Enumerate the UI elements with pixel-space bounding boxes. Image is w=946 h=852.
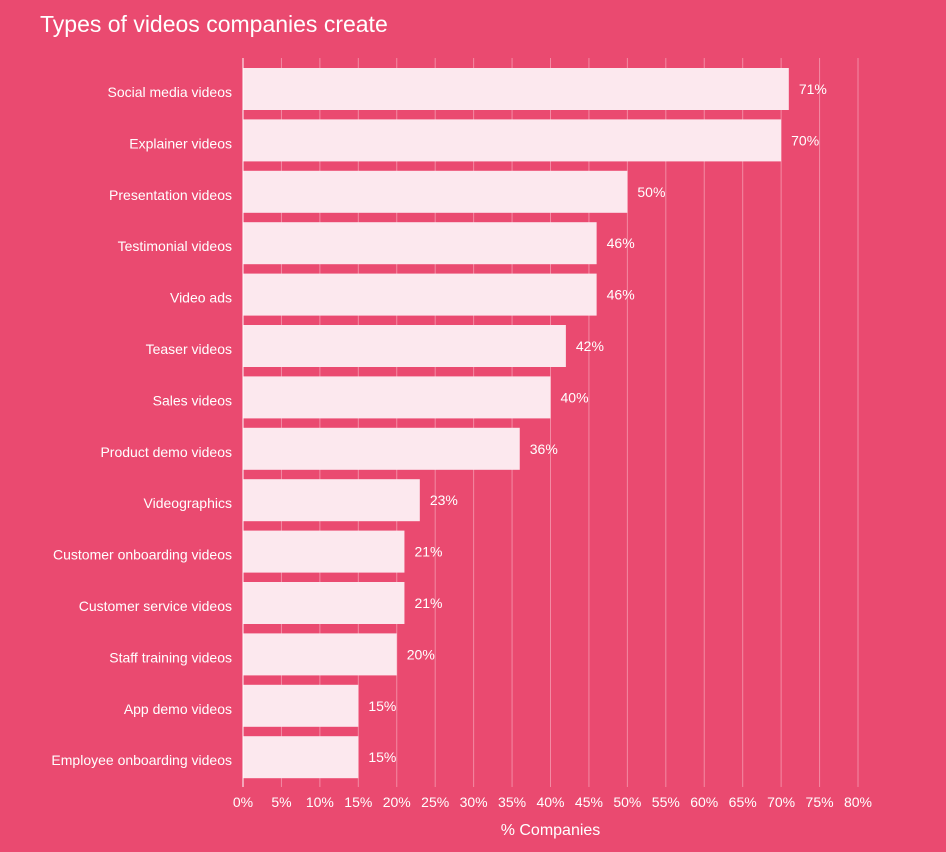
value-label: 36% bbox=[530, 441, 558, 457]
bar bbox=[243, 222, 597, 265]
category-label: Explainer videos bbox=[129, 135, 232, 151]
category-label: Staff training videos bbox=[109, 649, 232, 665]
x-tick-label: 5% bbox=[271, 794, 291, 810]
value-label: 40% bbox=[561, 389, 589, 405]
x-tick-label: 45% bbox=[575, 794, 603, 810]
bar bbox=[243, 427, 520, 470]
category-label: Product demo videos bbox=[100, 444, 232, 460]
value-label: 71% bbox=[799, 81, 827, 97]
value-label: 70% bbox=[791, 132, 819, 148]
category-label: Teaser videos bbox=[146, 341, 232, 357]
category-label: Sales videos bbox=[153, 392, 232, 408]
x-tick-label: 15% bbox=[344, 794, 372, 810]
x-tick-label: 80% bbox=[844, 794, 872, 810]
value-label: 21% bbox=[414, 595, 442, 611]
bar bbox=[243, 633, 397, 676]
bar bbox=[243, 119, 782, 162]
bar bbox=[243, 68, 789, 110]
bar bbox=[243, 736, 359, 779]
bar bbox=[243, 376, 551, 419]
value-label: 23% bbox=[430, 492, 458, 508]
x-tick-label: 10% bbox=[306, 794, 334, 810]
category-label: Customer onboarding videos bbox=[53, 547, 232, 563]
bar bbox=[243, 582, 405, 624]
x-tick-label: 25% bbox=[421, 794, 449, 810]
bar bbox=[243, 479, 420, 522]
bar bbox=[243, 325, 566, 367]
value-label: 21% bbox=[414, 544, 442, 560]
value-label: 15% bbox=[368, 749, 396, 765]
value-label: 42% bbox=[576, 338, 604, 354]
bar bbox=[243, 273, 597, 316]
bars bbox=[243, 68, 789, 779]
category-label: Social media videos bbox=[107, 84, 232, 100]
category-label: Videographics bbox=[144, 495, 232, 511]
grid-lines bbox=[280, 58, 859, 787]
category-label: Employee onboarding videos bbox=[51, 752, 232, 768]
category-label: Testimonial videos bbox=[118, 238, 232, 254]
category-label: Video ads bbox=[170, 290, 232, 306]
value-label: 46% bbox=[607, 235, 635, 251]
x-tick-label: 55% bbox=[652, 794, 680, 810]
bar bbox=[243, 170, 628, 213]
x-tick-labels: 0% 5% 10% 15% 20% 25% 30% 35% 40% 45% 50% 55% 60% 65%… bbox=[233, 794, 872, 810]
x-tick-label: 60% bbox=[690, 794, 718, 810]
value-label: 15% bbox=[368, 698, 396, 714]
category-label: App demo videos bbox=[124, 701, 232, 717]
x-tick-label: 20% bbox=[383, 794, 411, 810]
bar bbox=[243, 530, 405, 573]
x-tick-label: 70% bbox=[767, 794, 795, 810]
x-tick-label: 0% bbox=[233, 794, 253, 810]
x-axis-label: % Companies bbox=[501, 822, 601, 839]
chart-title: Types of videos companies create bbox=[40, 11, 388, 37]
category-label: Presentation videos bbox=[109, 187, 232, 203]
category-labels: Social media videos Explainer videos Prese… bbox=[51, 84, 232, 768]
x-tick-label: 50% bbox=[613, 794, 641, 810]
x-tick-label: 40% bbox=[536, 794, 564, 810]
x-tick-label: 75% bbox=[806, 794, 834, 810]
x-tick-label: 65% bbox=[729, 794, 757, 810]
category-label: Customer service videos bbox=[79, 598, 232, 614]
value-label: 46% bbox=[607, 287, 635, 303]
x-tick-label: 30% bbox=[460, 794, 488, 810]
value-label: 20% bbox=[407, 646, 435, 662]
value-label: 50% bbox=[637, 184, 665, 200]
x-tick-label: 35% bbox=[498, 794, 526, 810]
bar bbox=[243, 684, 359, 727]
value-labels: 71% 70% 50% 46% 46% 42% 40% 36% 23% 21% 21% 20% 15% 1… bbox=[368, 81, 827, 765]
